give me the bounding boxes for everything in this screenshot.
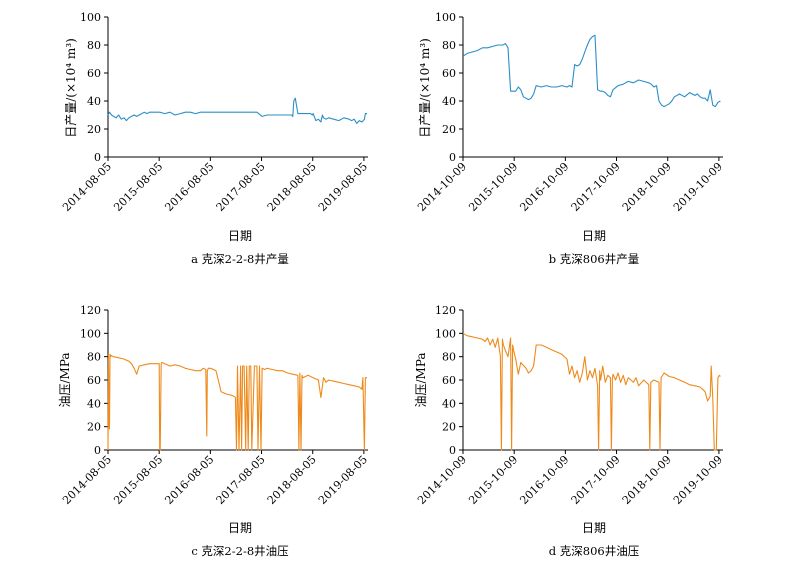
panel-b-ytick-label: 80 [442,39,456,52]
panel-a-ytick-label: 20 [87,123,101,136]
panel-c-ytick-label: 120 [80,304,101,317]
panel-a-ytick-label: 0 [94,151,101,164]
panel-c-xtick-label: 2017-08-05 [214,453,268,507]
panel-c-ytick-label: 80 [87,351,101,364]
panel-c-xtick-label: 2015-08-05 [111,453,165,507]
panel-c-ytick-label: 40 [87,397,101,410]
panel-d-ytick-label: 120 [435,304,456,317]
panel-a-series-line [107,97,367,124]
panel-d-ytick-label: 60 [442,374,456,387]
panel-b-xlabel: 日期 [582,229,606,243]
panel-b-xtick-label: 2019-10-09 [671,160,725,214]
panel-c-ytick-label: 20 [87,421,101,434]
panel-c-ytick-label: 60 [87,374,101,387]
panel-b-plot: 0 20 40 60 80 100 2014-10-092015-10-092016-10-… [415,11,725,214]
panel-a-ytick-label: 100 [80,11,101,24]
panel-a-caption: a 克深2-2-8井产量 [191,252,289,266]
panel-a-ytick-label: 40 [87,95,101,108]
panel-b-ytick-label: 40 [442,95,456,108]
panel-a-xtick-label: 2015-08-05 [111,160,165,214]
panel-c-xtick-label: 2019-08-05 [316,453,370,507]
panel-b-xtick-label: 2017-10-09 [569,160,623,214]
panel-a-xtick-label: 2017-08-05 [214,160,268,214]
panel-d-xtick-label: 2015-10-09 [466,453,520,507]
panel-a-xlabel: 日期 [228,229,252,243]
panel-d: 0 20 40 60 80 100 120 2014-10-092015-10-092016-… [414,304,725,558]
panel-d-ytick-label: 80 [442,351,456,364]
panel-d-caption: d 克深806井油压 [549,544,639,558]
panel-b: 0 20 40 60 80 100 2014-10-092015-10-092016-10-… [415,11,725,266]
panel-c-caption: c 克深2-2-8井油压 [191,544,288,558]
panel-b-caption: b 克深806井产量 [549,252,639,266]
panel-c-ytick-label: 100 [80,327,101,340]
panel-b-ytick-label: 60 [442,67,456,80]
panel-b-xtick-label: 2014-10-09 [415,160,469,214]
panel-c-ytick-label: 0 [94,444,101,457]
panel-b-ytick-label: 20 [442,123,456,136]
panel-c-xtick-label: 2014-08-05 [60,453,114,507]
panel-a-xtick-label: 2018-08-05 [265,160,319,214]
panel-a-ytick-label: 60 [87,67,101,80]
panel-b-series-line [462,34,721,108]
panel-c-plot: 0 20 40 60 80 100 120 2014-08-052015-08-052016-… [60,304,370,507]
panel-c-xlabel: 日期 [228,521,252,535]
panel-a-plot: 0 20 40 60 80 100 2014-08-052015-08-052016-08-… [60,11,370,214]
panel-a-ytick-label: 80 [87,39,101,52]
panel-d-series-line [462,332,721,451]
panel-d-ytick-label: 100 [435,327,456,340]
panel-b-xtick-label: 2015-10-09 [466,160,520,214]
panel-b-xtick-label: 2018-10-09 [620,160,674,214]
panel-c: 0 20 40 60 80 100 120 2014-08-052015-08-052016-… [58,304,370,558]
panel-d-xtick-label: 2018-10-09 [620,453,674,507]
panel-d-xtick-label: 2014-10-09 [415,453,469,507]
panel-d-xtick-label: 2017-10-09 [569,453,623,507]
panel-d-xtick-label: 2019-10-09 [671,453,725,507]
panel-a: 0 20 40 60 80 100 2014-08-052015-08-052016-08-… [60,11,370,266]
panel-d-ylabel: 油压/MPa [414,352,428,407]
panel-a-xtick-label: 2014-08-05 [60,160,114,214]
panel-a-xtick-label: 2016-08-05 [162,160,216,214]
panel-d-ytick-label: 40 [442,397,456,410]
panel-d-ytick-label: 0 [449,444,456,457]
panel-c-xtick-label: 2016-08-05 [162,453,216,507]
panel-d-xtick-label: 2016-10-09 [517,453,571,507]
panel-c-ylabel: 油压/MPa [58,352,72,407]
panel-a-xtick-label: 2019-08-05 [316,160,370,214]
panel-b-ytick-label: 0 [449,151,456,164]
panel-c-series-line [107,353,367,451]
panel-a-ylabel: 日产量/(×10⁴ m³) [64,38,78,138]
panel-d-plot: 0 20 40 60 80 100 120 2014-10-092015-10-092016-… [415,304,725,507]
panel-d-xlabel: 日期 [582,521,606,535]
panel-b-xtick-label: 2016-10-09 [517,160,571,214]
panel-b-ylabel: 日产量/(×10⁴ m³) [418,38,432,138]
panel-b-ytick-label: 100 [435,11,456,24]
panel-d-ytick-label: 20 [442,421,456,434]
panel-c-xtick-label: 2018-08-05 [265,453,319,507]
